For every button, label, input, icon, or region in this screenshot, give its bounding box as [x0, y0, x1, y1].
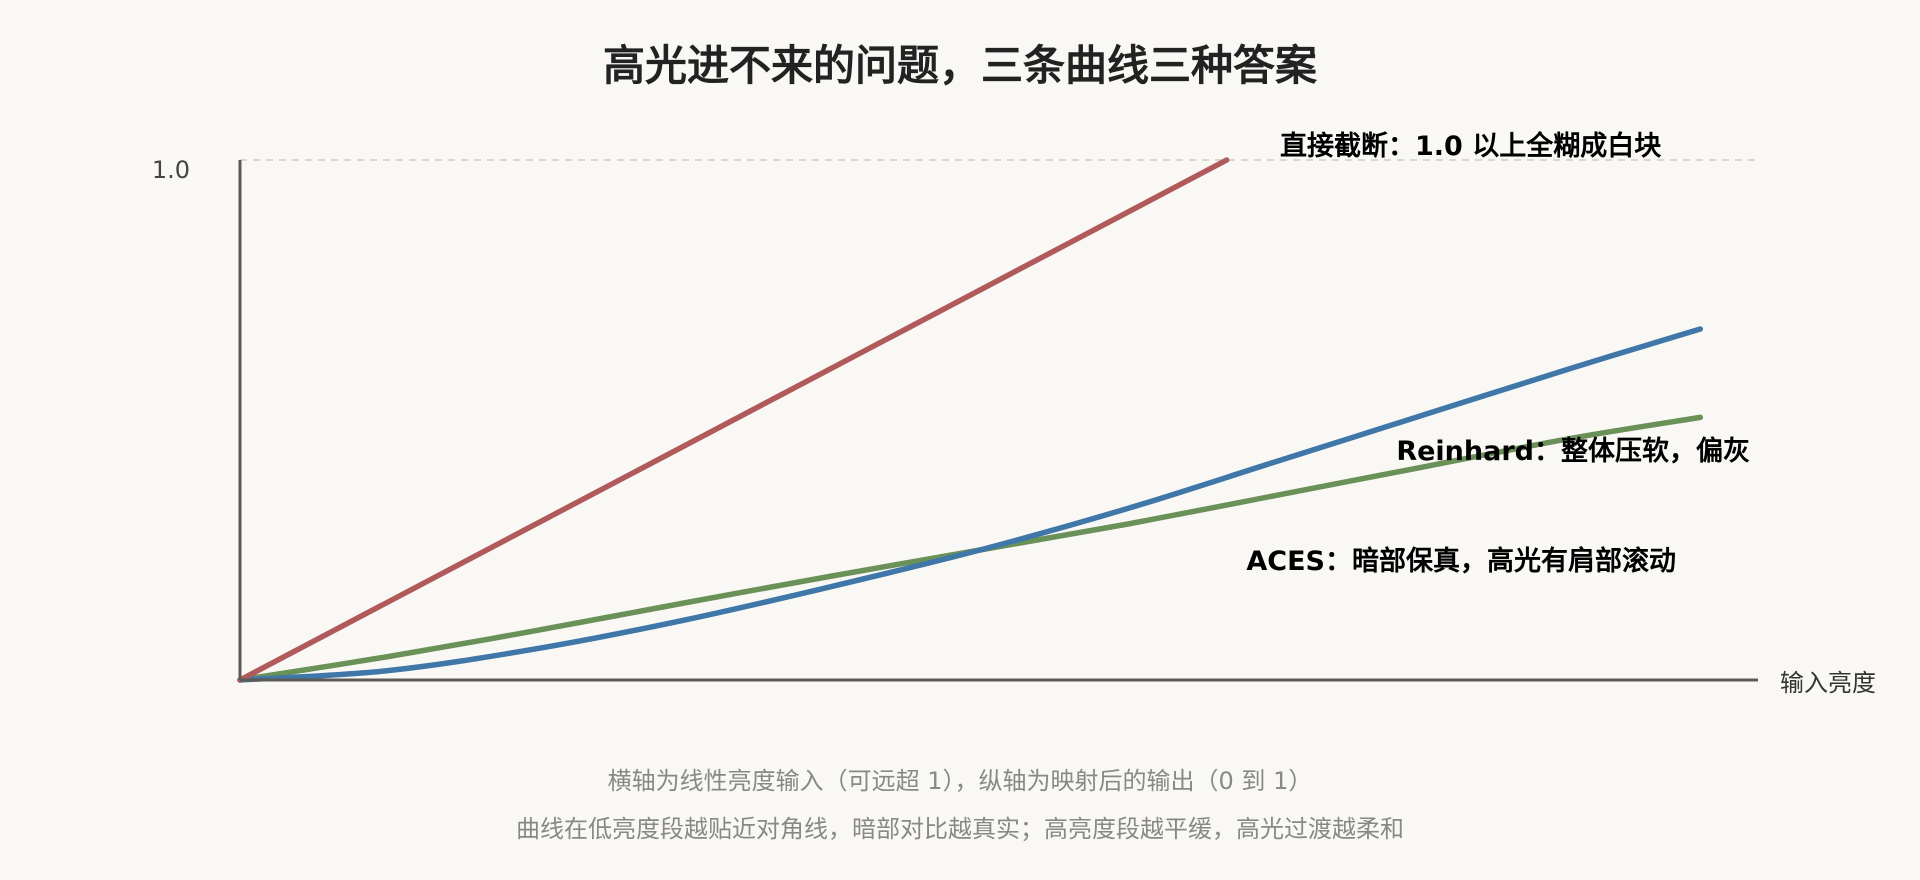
series-line-aces [237, 326, 1704, 683]
footnote-line-1: 横轴为线性亮度输入（可远超 1），纵轴为映射后的输出（0 到 1） [608, 767, 1313, 795]
series-line-clip [237, 157, 1230, 683]
series-layer [237, 157, 1704, 683]
y-tick-label: 1.0 [152, 156, 190, 184]
footnote-line-2: 曲线在低亮度段越贴近对角线，暗部对比越真实；高亮度段越平缓，高光过渡越柔和 [516, 815, 1404, 843]
reinhard-annotation: Reinhard：整体压软，偏灰 [1396, 436, 1750, 467]
x-axis-label: 输入亮度 [1780, 669, 1876, 697]
clip-annotation: 直接截断：1.0 以上全糊成白块 [1280, 130, 1662, 162]
aces-annotation: ACES：暗部保真，高光有肩部滚动 [1246, 545, 1676, 577]
chart-title: 高光进不来的问题，三条曲线三种答案 [603, 41, 1318, 90]
